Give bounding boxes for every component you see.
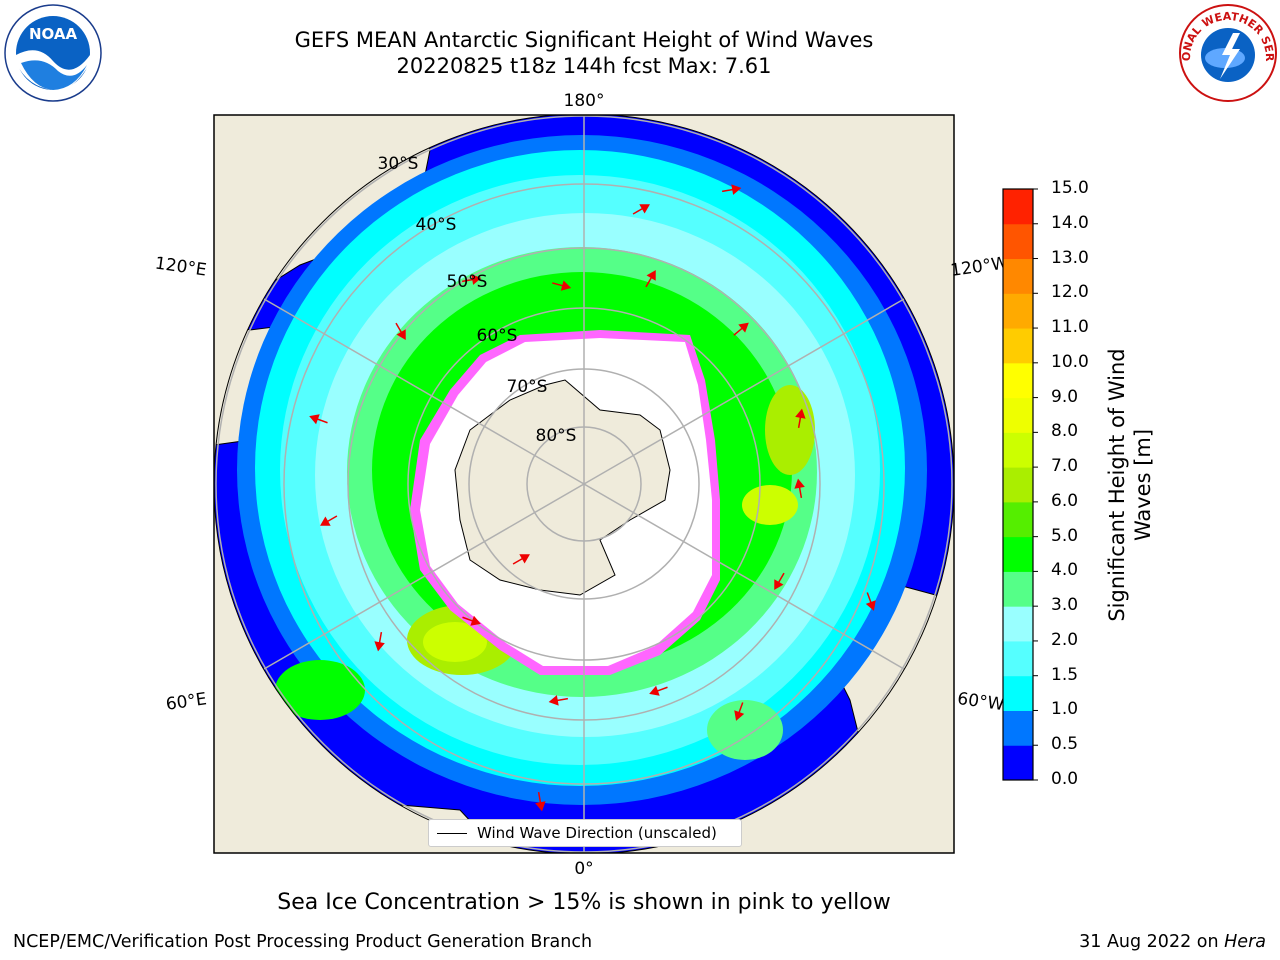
colorbar-tick-label: 15.0 [1051,178,1089,198]
lat-label-30s: 30°S [378,154,419,174]
colorbar-tick-label: 11.0 [1051,317,1089,338]
colorbar-segment [1003,571,1033,607]
colorbar-segment [1003,536,1033,572]
svg-text:NOAA: NOAA [29,25,78,43]
colorbar-segment [1003,467,1033,503]
colorbar-tick-label: 13.0 [1051,247,1089,268]
noaa-logo-icon: NOAA [4,4,102,102]
lat-label-60s: 60°S [477,326,518,346]
colorbar-segment [1003,710,1033,746]
colorbar-tick-label: 0.0 [1051,769,1079,789]
lat-label-70s: 70°S [507,377,548,397]
colorbar-segment [1003,328,1033,364]
colorbar-segment [1003,293,1033,329]
colorbar-segment [1003,640,1033,677]
colorbar-tick-label: 10.0 [1051,351,1089,372]
map-legend: Wind Wave Direction (unscaled) [428,819,742,847]
colorbar-segment [1003,189,1033,225]
lon-label-120e: 120°E [154,254,208,281]
colorbar-tick-label: 12.0 [1051,282,1089,303]
lon-label-60w: 60°W [956,689,1005,715]
colorbar-tick-label: 3.0 [1051,595,1079,616]
lon-label-0: 0° [574,859,593,879]
lon-label-60e: 60°E [165,689,208,714]
colorbar-tick-label: 2.0 [1051,629,1079,650]
colorbar-segment [1003,501,1033,538]
colorbar-segment [1003,223,1033,260]
lon-label-180: 180° [564,91,605,111]
colorbar-segment [1003,606,1033,642]
title-line-2: 20220825 t18z 144h fcst Max: 7.61 [396,54,772,78]
colorbar-tick-label: 5.0 [1051,525,1079,546]
colorbar-segment [1003,258,1033,294]
legend-label: Wind Wave Direction (unscaled) [477,824,717,842]
legend-line-icon [437,832,467,834]
colorbar-tick-label: 14.0 [1051,212,1089,233]
sea-ice-note: Sea Ice Concentration > 15% is shown in … [277,890,891,915]
footer-credit: NCEP/EMC/Verification Post Processing Pr… [13,932,593,952]
colorbar-segment [1003,362,1033,399]
colorbar-tick-label: 1.0 [1051,699,1079,720]
colorbar-segment [1003,675,1033,711]
colorbar-segment [1003,432,1033,468]
colorbar [1002,188,1038,781]
lon-label-120w: 120°W [949,253,1009,281]
colorbar-segment [1003,745,1033,781]
colorbar-tick-label: 7.0 [1051,456,1079,477]
lat-label-40s: 40°S [416,215,457,235]
colorbar-tick-label: 1.5 [1051,664,1079,685]
colorbar-tick-label: 9.0 [1051,386,1079,407]
lat-label-80s: 80°S [536,426,577,446]
colorbar-tick-label: 0.5 [1051,734,1079,755]
colorbar-tick-label: 8.0 [1051,421,1079,442]
colorbar-tick-label: 6.0 [1051,490,1079,511]
footer-date: 31 Aug 2022 on Hera [1079,932,1266,952]
colorbar-segment [1003,397,1033,433]
lat-label-50s: 50°S [447,272,488,292]
wave-direction-arrows [309,184,876,812]
map-frame [213,114,955,854]
nws-logo-icon: NATIONAL WEATHER SERVICE [1178,3,1277,102]
colorbar-title: Significant Height of Wind Waves [m] [1105,348,1155,622]
title-line-1: GEFS MEAN Antarctic Significant Height o… [294,28,874,52]
colorbar-frame [1002,188,1034,781]
colorbar-tick-label: 4.0 [1051,560,1079,581]
antarctica-land [454,379,671,596]
